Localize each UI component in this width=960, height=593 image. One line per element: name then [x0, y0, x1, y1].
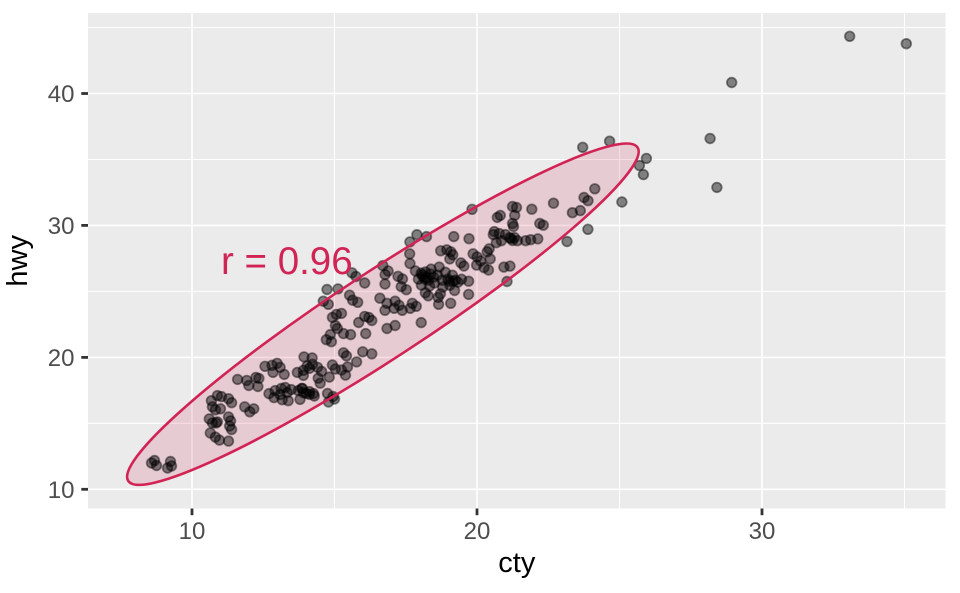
- svg-text:10: 10: [179, 518, 206, 545]
- svg-text:30: 30: [749, 518, 776, 545]
- svg-text:r = 0.96: r = 0.96: [221, 240, 353, 283]
- svg-text:20: 20: [464, 518, 491, 545]
- svg-text:20: 20: [48, 345, 75, 372]
- svg-text:hwy: hwy: [2, 235, 34, 287]
- svg-text:10: 10: [48, 477, 75, 504]
- svg-text:40: 40: [48, 81, 75, 108]
- svg-text:cty: cty: [498, 547, 536, 579]
- svg-text:30: 30: [48, 213, 75, 240]
